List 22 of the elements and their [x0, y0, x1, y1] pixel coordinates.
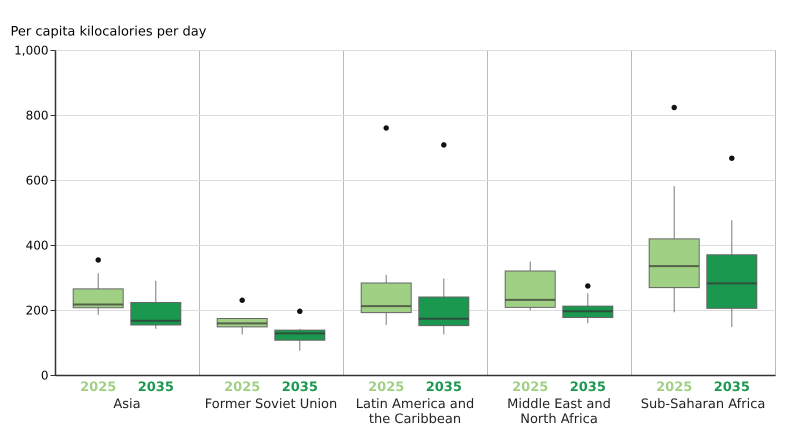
text: 2035 [570, 380, 606, 395]
y-tick-label: 800 [26, 108, 48, 122]
y-tick-label: 0 [40, 368, 48, 382]
y-tick-label: 200 [26, 304, 48, 318]
text: 2025 [656, 380, 692, 395]
text: 2025 [224, 380, 260, 395]
x-tick-label: Sub-Saharan Africa [640, 397, 766, 412]
text: 2025 [80, 380, 116, 395]
y-axis-title: Per capita kilocalories per day [10, 24, 207, 40]
text: 2025 [512, 380, 548, 395]
x-tick-label: Former Soviet Union [204, 397, 338, 412]
y-tick-label: 1,000 [14, 44, 48, 58]
x-tick-label: Latin America and the Caribbean [356, 397, 474, 425]
text: 2025 [368, 380, 404, 395]
text: 2035 [138, 380, 174, 395]
x-tick-label: Asia [113, 397, 141, 412]
text: 2035 [426, 380, 462, 395]
y-tick-label: 600 [26, 174, 48, 188]
text: 2035 [714, 380, 750, 395]
text: 2035 [282, 380, 318, 395]
x-tick-label: Middle East and North Africa [507, 397, 611, 425]
y-tick-label: 400 [26, 238, 48, 252]
